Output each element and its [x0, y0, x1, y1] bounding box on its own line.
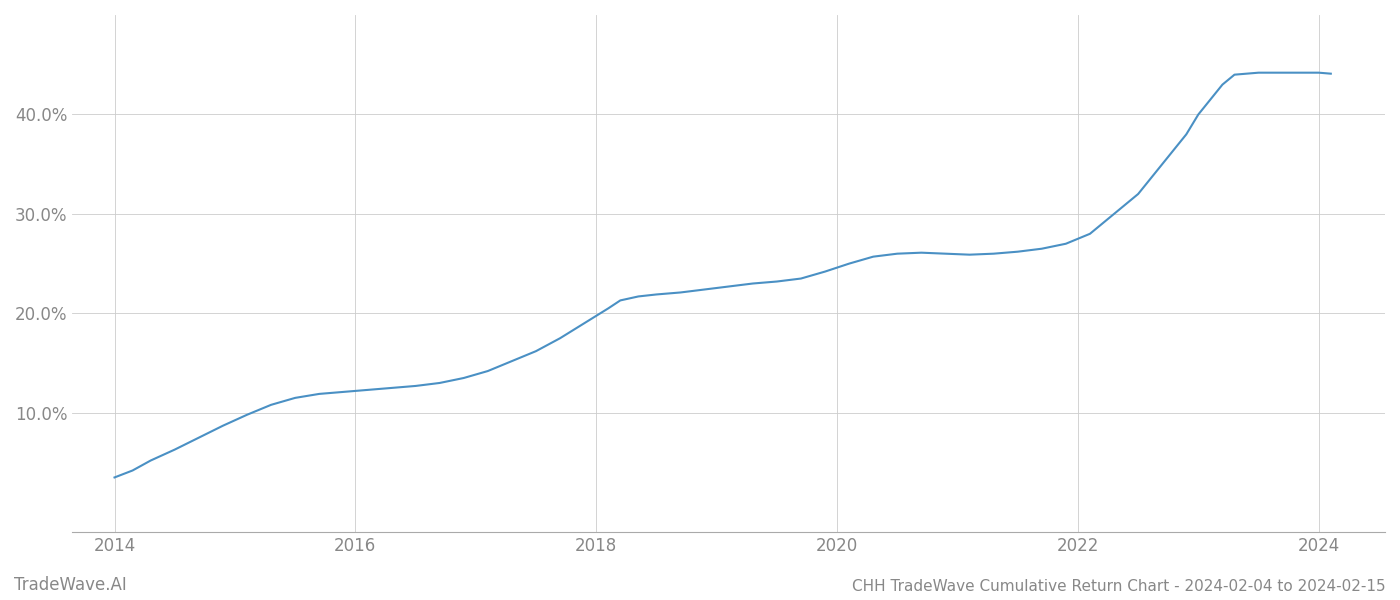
Text: CHH TradeWave Cumulative Return Chart - 2024-02-04 to 2024-02-15: CHH TradeWave Cumulative Return Chart - …: [853, 579, 1386, 594]
Text: TradeWave.AI: TradeWave.AI: [14, 576, 127, 594]
